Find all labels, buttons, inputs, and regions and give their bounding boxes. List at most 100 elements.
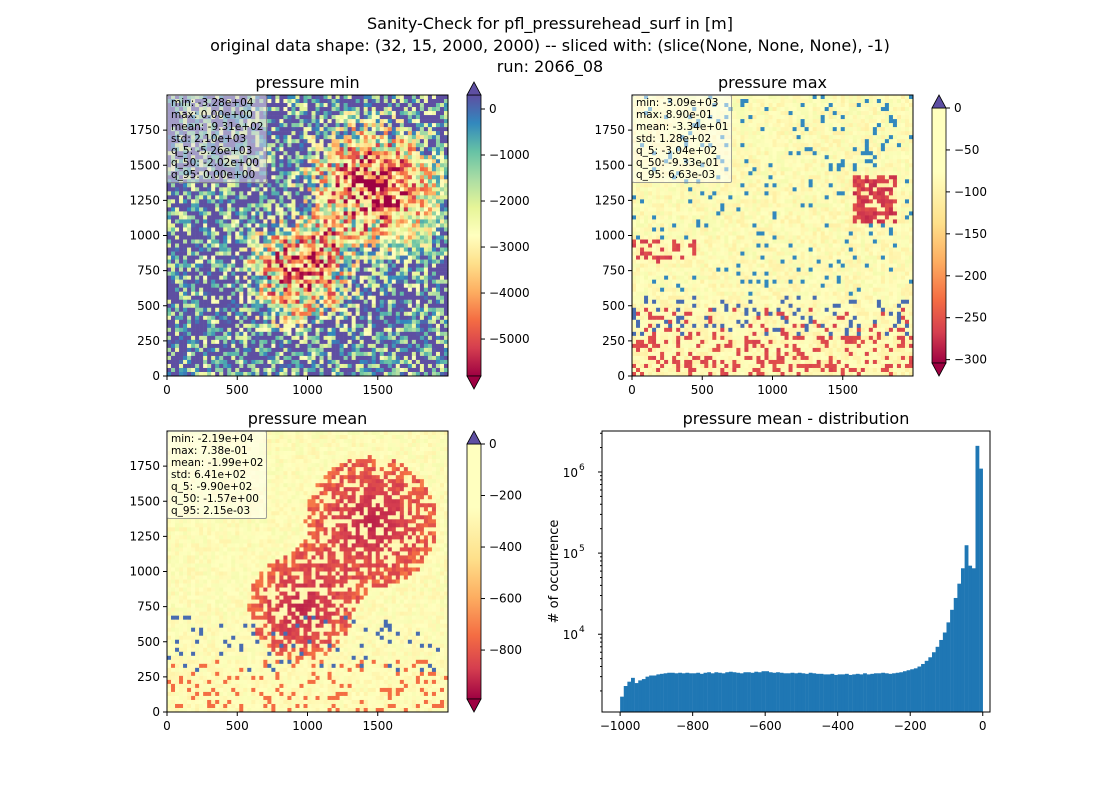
heatmap-cell bbox=[175, 347, 180, 353]
heatmap-cell bbox=[187, 227, 192, 232]
heatmap-cell bbox=[171, 335, 176, 341]
heatmap-cell bbox=[227, 275, 232, 280]
heatmap-cell bbox=[279, 107, 284, 112]
heatmap-cell bbox=[359, 307, 364, 313]
heatmap-cell bbox=[275, 215, 280, 220]
heatmap-cell bbox=[415, 155, 421, 160]
heatmap-cell bbox=[427, 203, 433, 208]
heatmap-cell bbox=[387, 327, 393, 333]
heatmap-cell bbox=[383, 187, 389, 192]
heatmap-cell bbox=[419, 183, 425, 188]
heatmap-cell bbox=[219, 311, 224, 317]
heatmap-cell bbox=[271, 195, 276, 200]
heatmap-cell bbox=[303, 171, 308, 176]
heatmap-cell bbox=[271, 211, 276, 216]
heatmap-cell bbox=[379, 263, 385, 268]
heatmap-cell bbox=[371, 127, 377, 132]
heatmap-cell bbox=[347, 235, 352, 240]
heatmap-cell bbox=[275, 371, 280, 377]
heatmap-cell bbox=[435, 175, 441, 180]
heatmap-cell bbox=[423, 143, 429, 148]
heatmap-cell bbox=[215, 239, 220, 244]
heatmap-cell bbox=[427, 347, 433, 353]
heatmap-cell bbox=[371, 191, 377, 196]
heatmap-cell bbox=[311, 219, 316, 224]
heatmap-cell bbox=[331, 195, 336, 200]
heatmap-cell bbox=[275, 231, 280, 236]
heatmap-cell bbox=[367, 219, 373, 224]
heatmap-cell bbox=[339, 99, 344, 104]
heatmap-cell bbox=[207, 223, 212, 228]
heatmap-cell bbox=[355, 235, 360, 240]
heatmap-cell bbox=[427, 231, 433, 236]
heatmap-cell bbox=[219, 363, 224, 369]
heatmap-cell bbox=[183, 283, 188, 288]
heatmap-cell bbox=[267, 107, 272, 112]
heatmap-cell bbox=[279, 231, 284, 236]
heatmap-cell bbox=[351, 263, 356, 268]
heatmap-cell bbox=[331, 119, 336, 124]
heatmap-cell bbox=[443, 335, 449, 341]
heatmap-cell bbox=[407, 227, 413, 232]
heatmap-cell bbox=[307, 355, 312, 361]
heatmap-cell bbox=[267, 371, 272, 377]
heatmap-cell bbox=[359, 335, 364, 341]
heatmap-cell bbox=[259, 307, 264, 313]
heatmap-cell bbox=[431, 131, 437, 136]
heatmap-cell bbox=[431, 151, 437, 156]
heatmap-cell bbox=[327, 359, 332, 365]
heatmap-cell bbox=[331, 347, 336, 353]
heatmap-cell bbox=[299, 335, 304, 341]
heatmap-cell bbox=[207, 323, 212, 329]
heatmap-cell bbox=[195, 303, 200, 309]
heatmap-cell bbox=[355, 247, 360, 252]
heatmap-cell bbox=[327, 199, 332, 204]
heatmap-cell bbox=[439, 99, 445, 104]
heatmap-cell bbox=[419, 307, 425, 313]
heatmap-cell bbox=[443, 243, 449, 248]
heatmap-cell bbox=[227, 363, 232, 369]
heatmap-cell bbox=[387, 251, 393, 256]
heatmap-cell bbox=[179, 255, 184, 260]
heatmap-cell bbox=[387, 99, 393, 104]
heatmap-cell bbox=[315, 351, 320, 357]
heatmap-cell bbox=[347, 111, 352, 116]
heatmap-cell bbox=[183, 315, 188, 321]
heatmap-cell bbox=[211, 215, 216, 220]
heatmap-cell bbox=[323, 327, 328, 333]
heatmap-cell bbox=[239, 259, 244, 264]
heatmap-cell bbox=[247, 323, 252, 329]
heatmap-cell bbox=[219, 335, 224, 341]
heatmap-cell bbox=[415, 327, 421, 333]
heatmap-cell bbox=[319, 343, 324, 349]
heatmap-cell bbox=[311, 247, 316, 252]
heatmap-cell bbox=[736, 95, 741, 100]
heatmap-cell bbox=[347, 303, 352, 309]
heatmap-cell bbox=[431, 127, 437, 132]
heatmap-cell bbox=[399, 223, 405, 228]
heatmap-cell bbox=[371, 251, 377, 256]
heatmap-cell bbox=[283, 343, 288, 349]
heatmap-cell bbox=[395, 343, 401, 349]
heatmap-cell bbox=[275, 251, 280, 256]
heatmap-cell bbox=[303, 99, 308, 104]
heatmap-cell bbox=[335, 95, 340, 100]
heatmap-cell bbox=[319, 115, 324, 120]
heatmap-cell bbox=[339, 119, 344, 124]
heatmap-cell bbox=[175, 267, 180, 272]
heatmap-cell bbox=[443, 151, 449, 156]
heatmap-cell bbox=[263, 307, 268, 313]
heatmap-cell bbox=[399, 183, 405, 188]
heatmap-cell bbox=[407, 271, 413, 276]
heatmap-cell bbox=[263, 239, 268, 244]
heatmap-cell bbox=[183, 355, 188, 361]
heatmap-cell bbox=[367, 203, 373, 208]
heatmap-cell bbox=[439, 275, 445, 280]
heatmap-cell bbox=[395, 267, 401, 272]
heatmap-cell bbox=[347, 179, 352, 184]
heatmap-cell bbox=[391, 223, 397, 228]
heatmap-cell bbox=[239, 359, 244, 365]
heatmap-cell bbox=[303, 187, 308, 192]
heatmap-cell bbox=[167, 347, 172, 353]
heatmap-cell bbox=[195, 275, 200, 280]
